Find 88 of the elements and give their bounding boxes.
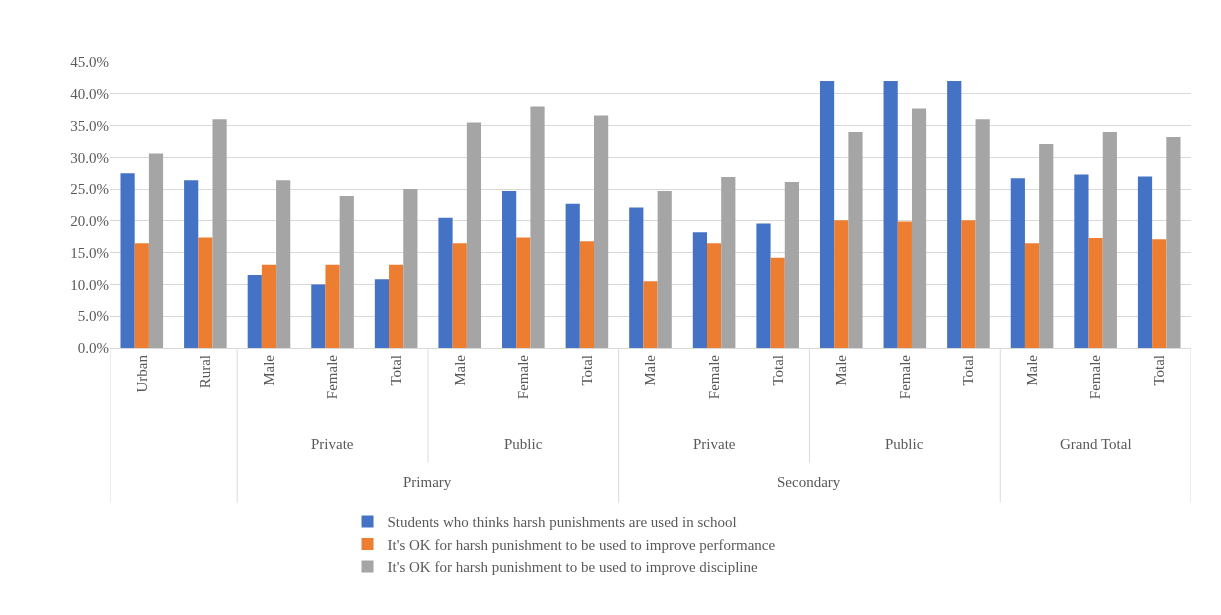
- bar: [247, 274, 262, 348]
- bar: [1137, 176, 1153, 348]
- bar: [198, 237, 213, 348]
- bar: [594, 115, 609, 348]
- bar: [311, 284, 326, 348]
- bar: [629, 207, 644, 348]
- bar: [452, 243, 467, 348]
- bar: [339, 196, 354, 348]
- x-tick-label: Male: [833, 354, 850, 386]
- bar: [579, 241, 595, 348]
- bar: [120, 173, 135, 348]
- bar: [897, 221, 912, 348]
- bar: [212, 119, 227, 348]
- bar: [1166, 137, 1181, 348]
- bar: [1088, 238, 1103, 348]
- bar: [961, 220, 976, 348]
- bar: [502, 191, 517, 348]
- x-tick-label: Total: [388, 355, 405, 386]
- bar: [184, 180, 199, 348]
- y-tick-label: 25.0%: [70, 181, 109, 198]
- y-tick-label: 20.0%: [70, 213, 109, 230]
- y-tick-label: 45.0%: [70, 54, 109, 71]
- bar: [1102, 131, 1117, 348]
- x-tick-label: Total: [1151, 355, 1168, 386]
- bar: [756, 223, 771, 348]
- bar: [706, 243, 722, 348]
- bar: [466, 122, 482, 348]
- y-tick-label: 15.0%: [70, 244, 109, 261]
- x-tick-label: Total: [960, 355, 977, 386]
- text: Secondary: [777, 474, 841, 490]
- y-tick-label: 35.0%: [70, 117, 109, 134]
- x-tick-label: Male: [642, 354, 659, 386]
- bar: [403, 189, 418, 348]
- bar: [148, 153, 164, 348]
- text: Public: [504, 436, 543, 452]
- bar: [975, 119, 990, 348]
- bar: [770, 257, 785, 348]
- legend-label: Students who thinks harsh punishments are used in school: [387, 514, 737, 531]
- y-tick-label: 40.0%: [70, 86, 109, 103]
- bar: [276, 180, 291, 348]
- x-tick-label: Rural: [197, 355, 214, 389]
- x-tick-label: Female: [324, 354, 341, 400]
- bar: [1024, 243, 1040, 348]
- text: Grand Total: [1060, 436, 1132, 452]
- bar: [692, 232, 707, 348]
- y-tick-label: 0.0%: [77, 340, 109, 357]
- bar: [848, 131, 863, 348]
- bar: [911, 108, 927, 348]
- bar: [325, 264, 340, 348]
- text: Primary: [403, 474, 452, 490]
- bar: [389, 264, 404, 348]
- bar: [134, 243, 149, 348]
- bar: [530, 106, 545, 348]
- x-tick-label: Total: [578, 355, 595, 386]
- x-tick-label: Female: [1087, 354, 1104, 400]
- y-tick-label: 5.0%: [77, 308, 109, 325]
- bar: [1152, 239, 1167, 348]
- legend-label: It's OK for harsh punishment to be used to improve performance: [387, 536, 776, 553]
- bar: [784, 182, 799, 348]
- bar: [834, 220, 849, 348]
- bar: [643, 281, 658, 348]
- text: Private: [693, 436, 736, 452]
- bar: [1010, 178, 1025, 348]
- bar: [721, 177, 736, 348]
- x-tick-label: Male: [1023, 354, 1040, 386]
- y-tick-label: 10.0%: [70, 276, 109, 293]
- text: Private: [311, 436, 354, 452]
- x-tick-label: Female: [515, 354, 532, 400]
- bar: [819, 81, 835, 348]
- y-tick-label: 30.0%: [70, 149, 109, 166]
- x-tick-label: Urban: [133, 354, 150, 393]
- x-tick-label: Total: [769, 355, 786, 386]
- x-tick-label: Male: [451, 354, 468, 386]
- text: Public: [885, 436, 924, 452]
- legend-label: It's OK for harsh punishment to be used to improve discipline: [387, 559, 759, 576]
- bar: [438, 217, 453, 348]
- x-tick-label: Male: [260, 354, 277, 386]
- bar: [374, 279, 390, 348]
- bar: [261, 264, 277, 348]
- x-tick-label: Female: [705, 354, 722, 400]
- bar: [883, 81, 898, 348]
- x-tick-label: Female: [896, 354, 913, 400]
- bar: [657, 191, 672, 348]
- bar: [565, 203, 580, 348]
- bar: [1039, 143, 1054, 348]
- bar: [1074, 174, 1089, 348]
- bar: [947, 81, 962, 348]
- bar: [516, 237, 531, 348]
